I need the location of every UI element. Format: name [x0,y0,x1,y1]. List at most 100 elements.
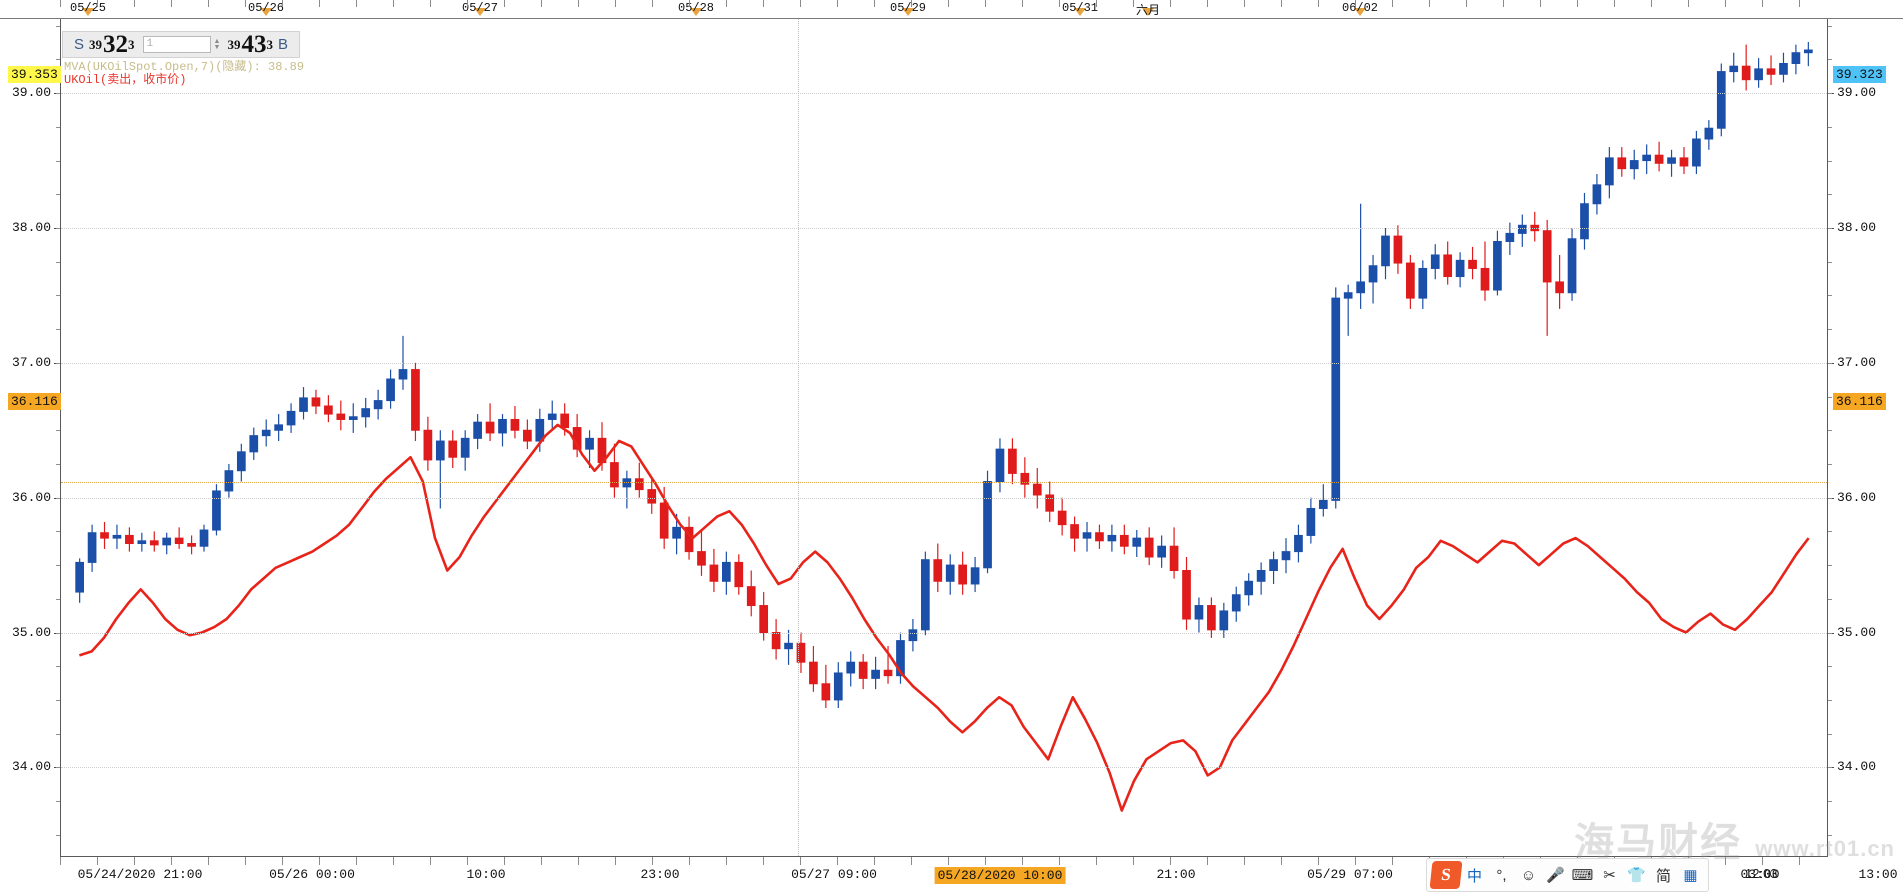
ruler-tick [208,0,209,7]
ruler-tick [134,0,135,7]
chart-plot-area[interactable] [60,19,1828,857]
ime-tools-icon[interactable]: ✂ [1603,867,1616,884]
candle-body [1318,499,1328,509]
candle-body [883,669,893,677]
time-axis-tick [356,857,357,865]
left-marker-price-tag: 36.116 [8,393,61,410]
candle-body [149,540,159,546]
candle-body [1082,532,1092,539]
right-price-axis[interactable]: 39.00 38.00 37.00 36.00 35.00 34.00 [1828,19,1903,857]
axis-minor-tick [56,329,60,331]
ime-panel-icon[interactable]: ▦ [1683,867,1698,884]
date-marker-arrow[interactable] [1074,8,1086,16]
time-axis-tick [541,857,542,865]
axis-minor-tick [56,666,60,668]
candle-body [547,413,557,420]
axis-minor-tick [1828,463,1832,465]
candle-body [970,567,980,585]
ime-keyboard-icon[interactable]: ⌨ [1571,867,1594,884]
axis-minor-tick [1828,362,1832,364]
date-marker-arrow[interactable] [690,8,702,16]
time-axis-tick [430,857,431,865]
ime-mode-icon[interactable]: 中 [1466,867,1482,885]
left-price-axis[interactable]: 39.00 38.00 37.00 36.00 35.00 34.00 [0,19,60,857]
date-marker-arrow[interactable] [1354,8,1366,16]
ime-emoji-icon[interactable]: ☺ [1520,866,1537,884]
ruler-tick [1207,0,1208,7]
axis-tick-label-left: 35.00 [11,624,51,640]
ruler-tick [837,0,838,7]
buy-side-label: B [278,36,289,53]
legend-mva[interactable]: MVA(UKOilSpot.Open,7)(隐藏): 38.89 [64,60,305,74]
time-axis-tick [1170,857,1171,865]
axis-minor-tick [1828,126,1832,128]
candle-body [199,529,209,547]
candle-body [1393,235,1403,264]
candle-body [784,642,793,650]
candle-body [1480,267,1490,291]
date-marker-arrow[interactable] [1142,8,1154,16]
stepper-down-icon[interactable]: ▼ [213,43,221,51]
ime-toolbar[interactable]: S 中 °, ☺ 🎤 ⌨ ✂ 👕 简 ▦ [1426,858,1709,892]
candle-body [995,448,1005,482]
candle-body [1256,569,1266,582]
candle-body [1356,281,1365,294]
candle-body [1418,267,1428,299]
ime-voice-icon[interactable]: 🎤 [1546,867,1565,884]
axis-minor-tick [1828,228,1832,229]
sell-side-label: S [74,36,85,53]
ruler-tick [948,0,949,7]
time-axis-tick [911,857,912,865]
ruler-tick [1503,0,1504,7]
time-axis-tick [837,857,838,865]
candle-body [933,559,943,582]
time-axis-tick [1318,857,1319,865]
legend-ukoil[interactable]: UKOil(卖出，收市价) [64,73,187,87]
sogou-logo-icon[interactable]: S [1429,861,1463,889]
time-axis-tick [319,857,320,865]
candle-body [274,424,283,431]
candle-body [1754,68,1763,81]
time-axis-tick [97,857,98,865]
taskbar-clock: 12:03 [1745,866,1778,881]
quantity-stepper[interactable]: ▲ ▼ [213,36,222,53]
time-axis-label: 05/24/2020 21:00 [77,867,203,882]
candle-body [634,478,644,491]
ime-punctuation-icon[interactable]: °, [1496,866,1507,884]
candle-body [1654,154,1664,164]
candle-body [1791,52,1801,64]
axis-tick-label-left: 38.00 [11,220,51,235]
candle-body [386,378,395,402]
candle-body [1704,127,1714,140]
time-axis-tick [1392,857,1393,865]
time-axis-tick [393,857,394,865]
date-marker-arrow[interactable] [474,8,486,16]
date-marker-arrow[interactable] [82,8,94,16]
candle-body [311,397,321,407]
candle-body [1517,224,1527,234]
candle-body [1642,154,1652,162]
time-axis-tick [874,857,875,865]
quantity-input[interactable]: 1 [142,36,211,53]
axis-minor-tick [56,126,60,128]
date-marker-arrow[interactable] [260,8,272,16]
date-marker-arrow[interactable] [902,8,914,16]
axis-minor-tick [1828,160,1832,162]
stepper-up-icon[interactable]: ▲ [213,37,221,45]
axis-minor-tick [1828,194,1832,196]
ruler-tick [1244,0,1245,7]
candle-body [560,413,570,429]
axis-minor-tick [56,497,60,499]
candle-body [908,629,918,642]
quote-ticket[interactable]: S 39 32 3 1 ▲ ▼ 39 43 3 B [62,31,301,58]
time-axis-label: 10:00 [466,867,506,882]
ruler-tick [578,0,579,7]
time-axis-tick [1355,857,1356,865]
ime-skin-icon[interactable]: 👕 [1627,867,1646,884]
candle-body [1119,534,1129,547]
ime-simplified-icon[interactable]: 简 [1655,867,1671,885]
ruler-tick [467,0,468,7]
candle-body [249,435,259,453]
candle-body [1729,65,1739,73]
ruler-tick [282,0,283,7]
